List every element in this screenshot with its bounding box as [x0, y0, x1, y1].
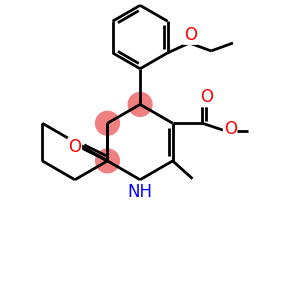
Text: O: O — [184, 26, 197, 44]
Text: O: O — [200, 88, 213, 106]
Text: NH: NH — [128, 183, 153, 201]
Text: O: O — [224, 120, 237, 138]
Circle shape — [96, 111, 119, 135]
Circle shape — [96, 149, 119, 173]
Text: O: O — [68, 138, 81, 156]
Circle shape — [128, 92, 152, 116]
